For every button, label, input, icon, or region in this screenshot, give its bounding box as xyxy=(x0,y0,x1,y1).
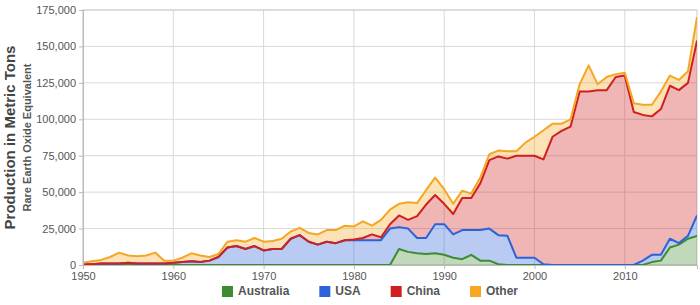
tick-label: 125,000 xyxy=(36,77,76,89)
legend: Australia USA China Other xyxy=(222,284,518,298)
tick-mark xyxy=(79,192,83,193)
legend-item: Australia xyxy=(222,284,290,298)
tick-mark xyxy=(79,119,83,120)
tick-mark xyxy=(444,265,445,269)
tick-mark xyxy=(354,265,355,269)
tick: 2000 xyxy=(523,265,547,282)
tick-label: 75,000 xyxy=(42,150,76,162)
tick-label: 175,000 xyxy=(36,4,76,16)
tick-mark xyxy=(264,265,265,269)
chart: 025,00050,00075,000100,000125,000150,000… xyxy=(0,0,700,305)
tick-mark xyxy=(79,83,83,84)
tick-label: 1960 xyxy=(162,270,186,282)
legend-swatch xyxy=(391,286,402,297)
legend-label: Other xyxy=(486,284,518,298)
tick: 1990 xyxy=(432,265,456,282)
tick: 1950 xyxy=(71,265,95,282)
y-axis: 025,00050,00075,000100,000125,000150,000… xyxy=(36,4,83,271)
tick-label: 2010 xyxy=(613,270,637,282)
area xyxy=(83,17,697,264)
plot-area xyxy=(83,17,697,265)
area-line xyxy=(83,17,697,263)
tick: 125,000 xyxy=(36,77,83,89)
tick-label: 25,000 xyxy=(42,223,76,235)
legend-swatch xyxy=(470,286,481,297)
tick-label: 150,000 xyxy=(36,40,76,52)
tick-mark xyxy=(173,265,174,269)
legend-label: China xyxy=(407,284,441,298)
tick: 175,000 xyxy=(36,4,83,16)
axis-line xyxy=(79,11,84,266)
tick: 1980 xyxy=(342,265,366,282)
legend-item: USA xyxy=(319,284,361,298)
tick-mark xyxy=(79,10,83,11)
tick-mark xyxy=(83,265,84,269)
tick: 50,000 xyxy=(42,186,83,198)
tick-mark xyxy=(79,229,83,230)
x-axis: 1950 1960 1970 1980 1990 2000 2010 xyxy=(71,265,697,282)
tick-mark xyxy=(534,265,535,269)
legend-swatch xyxy=(319,286,330,297)
tick-mark xyxy=(79,46,83,47)
tick: 100,000 xyxy=(36,113,83,125)
tick-label: 1980 xyxy=(342,270,366,282)
tick: 1960 xyxy=(162,265,186,282)
grid xyxy=(83,10,697,265)
legend-item: Other xyxy=(470,284,518,298)
tick-mark xyxy=(79,265,83,266)
axis-line xyxy=(84,266,698,270)
tick: 150,000 xyxy=(36,40,83,52)
area-line xyxy=(83,41,697,265)
legend-swatch xyxy=(222,286,233,297)
tick-mark xyxy=(79,156,83,157)
legend-item: China xyxy=(391,284,441,298)
plot-frame xyxy=(83,10,697,265)
grid-line xyxy=(173,10,174,265)
legend-label: USA xyxy=(335,284,361,298)
tick: 25,000 xyxy=(42,223,83,235)
tick-label: 1990 xyxy=(432,270,456,282)
grid-line xyxy=(263,10,264,265)
tick-label: 50,000 xyxy=(42,186,76,198)
legend-label: Australia xyxy=(238,284,290,298)
axis-title: Production in Metric Tons xyxy=(1,46,18,230)
area xyxy=(83,41,697,265)
tick: 2010 xyxy=(613,265,637,282)
tick-label: 100,000 xyxy=(36,113,76,125)
axis-title: Rare Earth Oxide Equivalent xyxy=(21,63,33,211)
grid-line xyxy=(83,46,697,47)
tick-mark xyxy=(625,265,626,269)
tick-label: 2000 xyxy=(523,270,547,282)
tick: 1970 xyxy=(252,265,276,282)
tick-label: 1970 xyxy=(252,270,276,282)
tick: 75,000 xyxy=(42,150,83,162)
tick-label: 1950 xyxy=(71,270,95,282)
